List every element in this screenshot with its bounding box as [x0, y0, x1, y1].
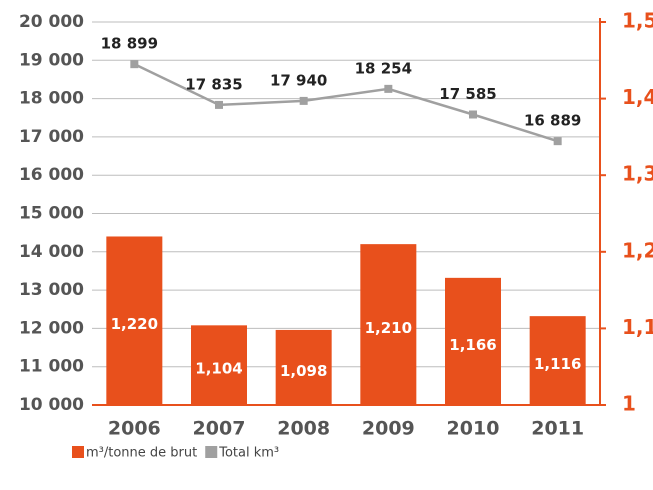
bar-value-label: 1,166	[449, 336, 496, 354]
y-tick-label: 18 000	[19, 89, 84, 109]
bar	[191, 325, 247, 405]
bar-value-label: 1,098	[280, 362, 327, 380]
line-value-label: 18 899	[101, 35, 158, 53]
y-tick-label: 10 000	[19, 395, 84, 415]
line-value-label: 17 585	[439, 85, 496, 103]
y-tick-label: 15 000	[19, 204, 84, 224]
legend-label: Total km³	[218, 446, 279, 461]
bar	[529, 316, 586, 405]
x-tick-label: 2009	[362, 418, 415, 440]
bar-value-label: 1,116	[534, 355, 581, 373]
line-marker	[215, 100, 223, 109]
line-value-label: 16 889	[524, 112, 581, 130]
x-tick-label: 2010	[447, 418, 500, 440]
bar-value-label: 1,220	[111, 315, 158, 333]
y-tick-label: 13 000	[19, 280, 84, 300]
x-tick-label: 2008	[277, 418, 330, 440]
y-tick-label: 17 000	[19, 127, 84, 147]
legend-swatch	[72, 446, 84, 458]
bar	[360, 244, 417, 405]
line-value-label: 18 254	[355, 59, 412, 77]
legend-swatch	[205, 446, 218, 458]
line-marker	[384, 84, 393, 93]
line	[133, 63, 559, 143]
y-tick-label: 14 000	[19, 242, 84, 262]
bar	[275, 329, 332, 405]
bar-value-label: 1,210	[365, 319, 412, 337]
y2-tick-label: 1,5	[622, 9, 653, 33]
y2-tick-label: 1,2	[622, 238, 653, 262]
line-marker	[469, 110, 477, 119]
y-tick-label: 19 000	[19, 50, 84, 70]
line-marker	[130, 60, 139, 69]
x-tick-label: 2006	[108, 418, 161, 440]
y-tick-label: 12 000	[19, 318, 84, 338]
y2-tick-label: 1,3	[622, 162, 653, 186]
y2-tick-label: 1	[622, 392, 636, 416]
x-tick-label: 2007	[193, 418, 246, 440]
y2-tick-label: 1,1	[622, 315, 653, 339]
line-value-label: 17 835	[185, 75, 242, 93]
x-tick-label: 2011	[531, 418, 584, 440]
line-value-label: 17 940	[270, 71, 327, 89]
y2-tick-label: 1,4	[622, 85, 653, 109]
y-tick-label: 16 000	[19, 165, 84, 185]
line-marker	[299, 96, 308, 105]
y-tick-label: 20 000	[19, 12, 84, 32]
bar	[106, 236, 163, 405]
legend-label: m³/tonne de brut	[86, 446, 197, 461]
bar	[445, 277, 501, 405]
line-marker	[553, 137, 562, 146]
y-tick-label: 11 000	[19, 357, 84, 377]
bar-value-label: 1,104	[195, 360, 242, 378]
